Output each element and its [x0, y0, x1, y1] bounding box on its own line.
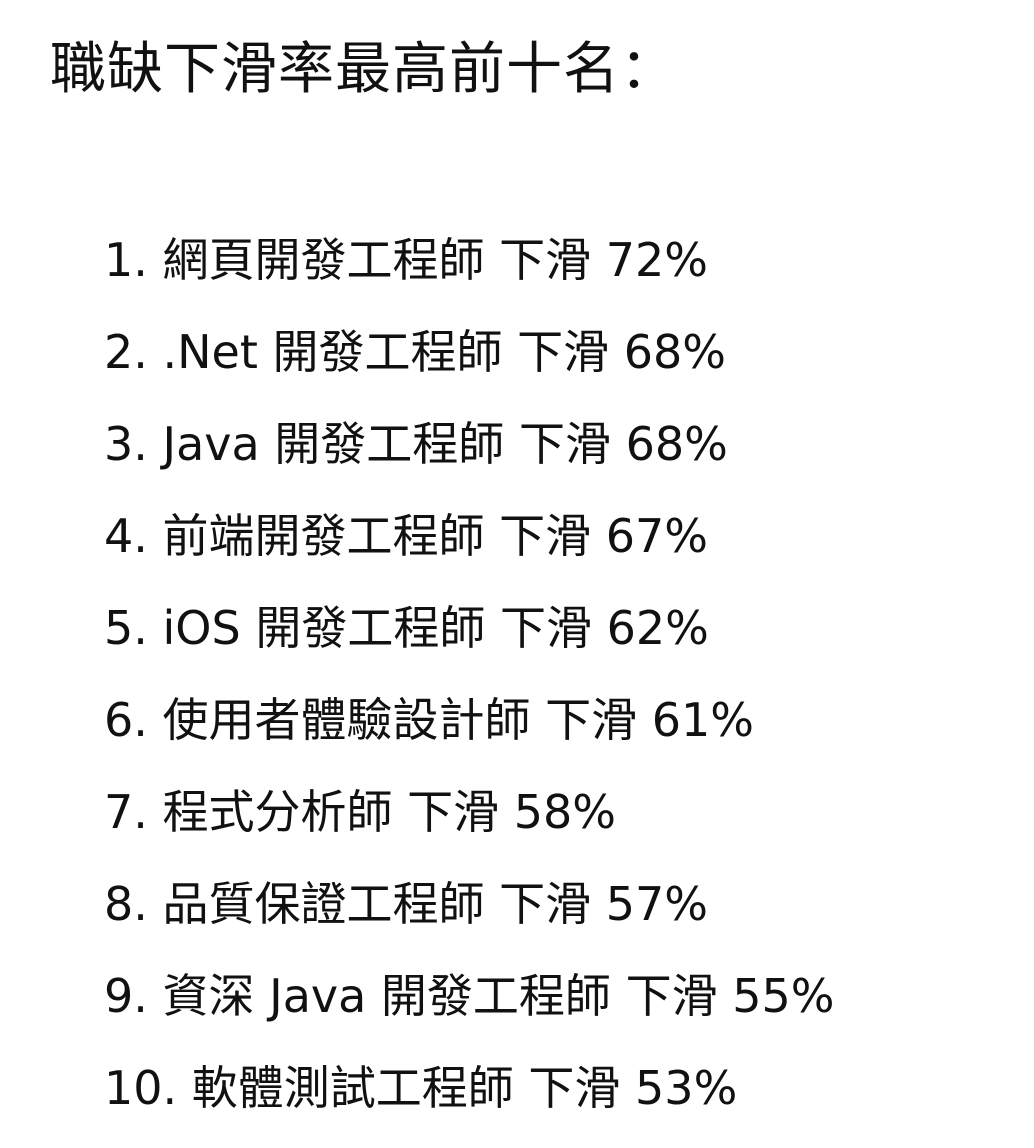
item-rate: 68%: [625, 417, 728, 471]
item-rank: 7.: [104, 785, 148, 839]
item-rank: 3.: [104, 417, 148, 471]
item-job: 使用者體驗設計師: [162, 693, 531, 747]
item-rate: 53%: [635, 1061, 738, 1115]
list-item: 8. 品質保證工程師 下滑 57%: [104, 858, 834, 950]
list-item: 10. 軟體測試工程師 下滑 53%: [104, 1042, 834, 1134]
list-item: 5. iOS 開發工程師 下滑 62%: [104, 582, 834, 674]
item-job: .Net 開發工程師: [162, 325, 503, 379]
list-item: 9. 資深 Java 開發工程師 下滑 55%: [104, 950, 834, 1042]
item-rate: 72%: [605, 233, 709, 287]
list-item: 7. 程式分析師 下滑 58%: [104, 766, 834, 858]
item-job: 程式分析師: [162, 785, 393, 839]
list-item: 2. .Net 開發工程師 下滑 68%: [104, 306, 834, 398]
item-job: 資深 Java 開發工程師: [162, 969, 611, 1023]
item-rate: 57%: [605, 877, 709, 931]
item-rate: 55%: [732, 969, 835, 1023]
item-rank: 6.: [104, 693, 148, 747]
list-item: 6. 使用者體驗設計師 下滑 61%: [104, 674, 834, 766]
item-rate: 68%: [623, 325, 727, 379]
item-job: 前端開發工程師: [162, 509, 485, 563]
item-rank: 5.: [104, 601, 148, 655]
item-job: 網頁開發工程師: [162, 233, 485, 287]
item-rank: 8.: [104, 877, 148, 931]
ranking-list: 1. 網頁開發工程師 下滑 72% 2. .Net 開發工程師 下滑 68% 3…: [104, 214, 834, 1134]
item-job: 軟體測試工程師: [191, 1061, 514, 1115]
item-job: 品質保證工程師: [162, 877, 485, 931]
item-rank: 4.: [104, 509, 148, 563]
item-label: 下滑: [518, 417, 611, 471]
item-label: 下滑: [499, 601, 592, 655]
item-rank: 9.: [104, 969, 148, 1023]
item-rank: 2.: [104, 325, 148, 379]
item-job: Java 開發工程師: [162, 417, 505, 471]
item-rate: 62%: [606, 601, 709, 655]
item-label: 下滑: [517, 325, 610, 379]
item-label: 下滑: [545, 693, 638, 747]
item-label: 下滑: [499, 509, 592, 563]
item-job: iOS 開發工程師: [162, 601, 486, 655]
page-title: 職缺下滑率最高前十名：: [50, 37, 677, 102]
item-label: 下滑: [407, 785, 500, 839]
item-label: 下滑: [499, 233, 592, 287]
item-label: 下滑: [528, 1061, 621, 1115]
item-label: 下滑: [625, 969, 718, 1023]
item-rate: 61%: [651, 693, 755, 747]
item-rank: 10.: [104, 1061, 178, 1115]
item-rate: 67%: [605, 509, 709, 563]
list-item: 4. 前端開發工程師 下滑 67%: [104, 490, 834, 582]
list-item: 3. Java 開發工程師 下滑 68%: [104, 398, 834, 490]
item-label: 下滑: [499, 877, 592, 931]
item-rank: 1.: [104, 233, 148, 287]
list-item: 1. 網頁開發工程師 下滑 72%: [104, 214, 834, 306]
item-rate: 58%: [513, 785, 617, 839]
